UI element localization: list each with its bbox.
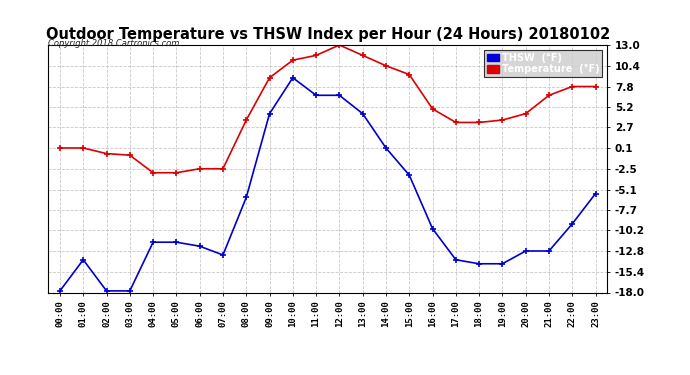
Text: Copyright 2018 Cartronics.com: Copyright 2018 Cartronics.com xyxy=(48,39,179,48)
Legend: THSW  (°F), Temperature  (°F): THSW (°F), Temperature (°F) xyxy=(484,50,602,77)
Title: Outdoor Temperature vs THSW Index per Hour (24 Hours) 20180102: Outdoor Temperature vs THSW Index per Ho… xyxy=(46,27,610,42)
